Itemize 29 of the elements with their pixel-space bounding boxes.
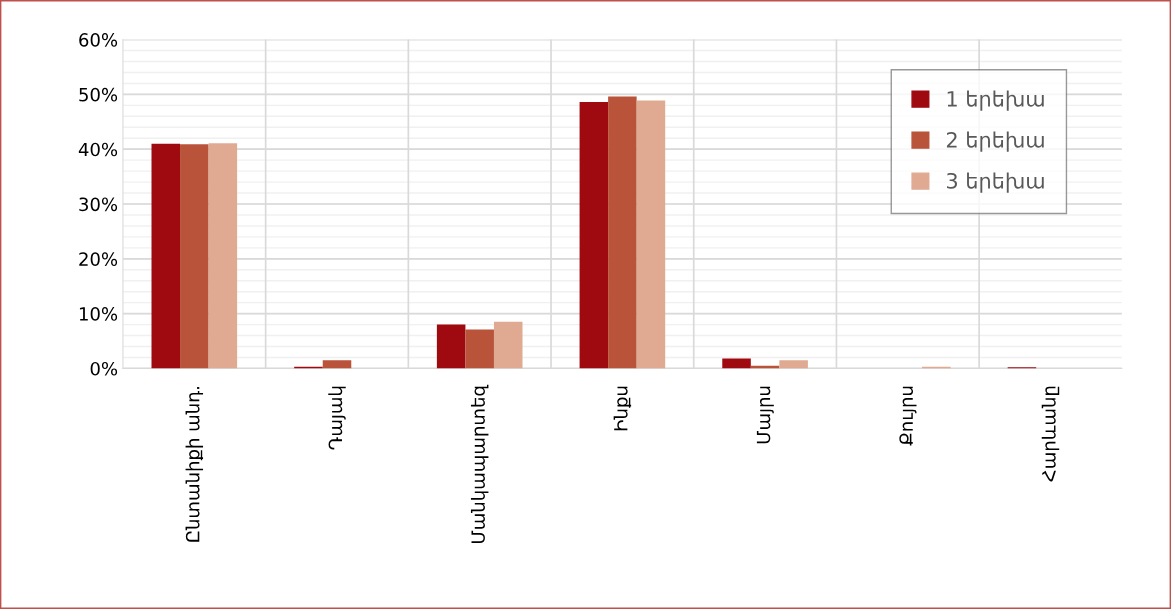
x-tick-label: Քույրս (899, 386, 917, 446)
bar (436, 324, 466, 369)
y-tick-label: 20% (79, 252, 118, 266)
bar (779, 360, 808, 369)
legend-label: 3 երեխա (947, 172, 1044, 193)
bar (151, 143, 181, 369)
x-tick-label: Ինքս (613, 386, 632, 431)
x-tick-label: Դայակ (328, 386, 346, 450)
bar (579, 102, 609, 369)
x-tick-label: Հարևանը (1041, 386, 1060, 482)
y-tick-label: 10% (79, 307, 118, 321)
bar (465, 329, 494, 369)
bar (608, 96, 637, 369)
x-tick-label: Մանկապարտեզ (470, 384, 489, 543)
bar (208, 143, 238, 369)
x-tick-label: Ընտանիքի անդ. (185, 387, 204, 542)
bar (636, 100, 666, 369)
bar (493, 321, 523, 369)
y-tick-label: 50% (79, 87, 118, 102)
y-tick-label: 40% (78, 142, 118, 157)
bar (722, 358, 751, 369)
legend-label: 2 երեխա (946, 131, 1044, 152)
y-tick-label: 0% (90, 361, 118, 376)
legend-label: 1 երեխա (947, 90, 1044, 111)
y-tick-label: 60% (79, 33, 118, 47)
bar (322, 360, 352, 369)
x-tick-label: Մայրս (756, 386, 774, 444)
y-tick-label: 30% (79, 197, 118, 212)
bar (180, 144, 209, 369)
